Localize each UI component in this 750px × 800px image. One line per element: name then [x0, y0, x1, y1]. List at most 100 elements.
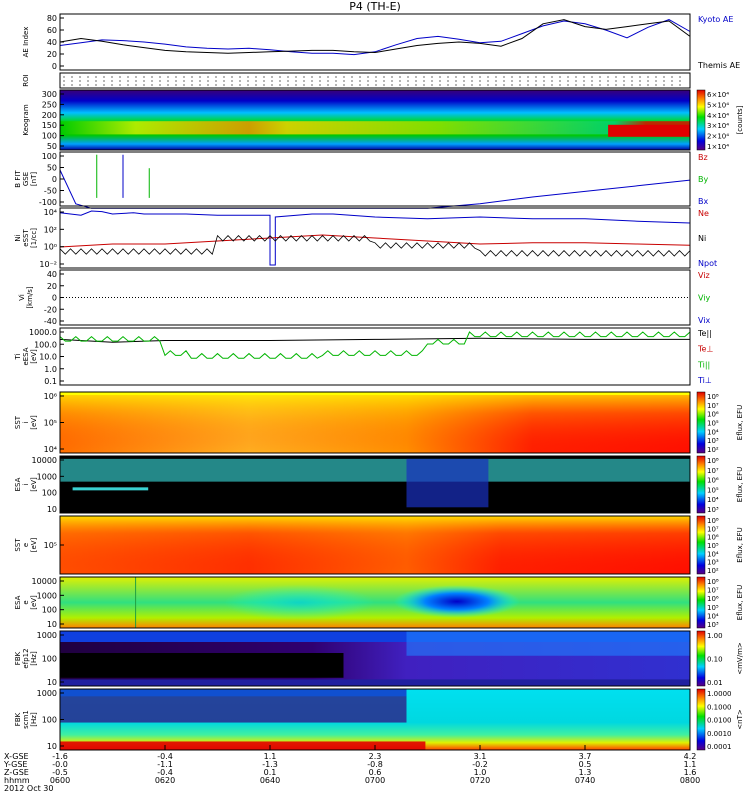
fbk-e-top-band: [60, 631, 690, 642]
series-ti-par: [59, 331, 691, 359]
colorbar-label: Eflux, EFU: [736, 527, 744, 562]
roi-dot: [359, 76, 361, 78]
roi-dot: [511, 76, 513, 78]
roi-dot: [391, 76, 393, 78]
roi-dot: [95, 80, 97, 82]
roi-dot: [447, 76, 449, 78]
colorbar-tick: 1.0000: [707, 690, 732, 698]
panel-temp: 1000.0 100.0 10.0 1.0 0.1 Ti eESA [eV] Te|| Te⊥ Ti…: [14, 327, 713, 386]
roi-dot: [327, 84, 329, 86]
legend-entry: Ti||: [697, 360, 710, 369]
roi-dot: [615, 84, 617, 86]
date-label: 2012 Oct 30: [4, 784, 53, 793]
roi-dot: [543, 76, 545, 78]
roi-dot: [495, 76, 497, 78]
colorbar-tick: 10⁶: [707, 411, 719, 419]
colorbar-tick: 5×10⁴: [707, 101, 729, 109]
ephemeris-value: 4.2: [684, 752, 697, 761]
roi-dot: [271, 80, 273, 82]
colorbar-tick: 10⁴: [707, 612, 719, 620]
roi-dot: [583, 80, 585, 82]
roi-dot: [295, 76, 297, 78]
colorbar-tick: 10⁴: [707, 550, 719, 558]
roi-dot: [343, 84, 345, 86]
roi-dot: [87, 84, 89, 86]
roi-dot: [503, 84, 505, 86]
roi-dot: [383, 80, 385, 82]
series-ni: [59, 234, 691, 257]
roi-dot: [359, 80, 361, 82]
ytick-label: 250: [42, 100, 57, 109]
ylabel-line: Vi: [18, 294, 26, 301]
roi-dot: [215, 84, 217, 86]
roi-dot: [431, 84, 433, 86]
roi-dot: [455, 84, 457, 86]
ytick-label: 10: [47, 620, 57, 629]
roi-dot: [255, 76, 257, 78]
roi-dot: [95, 76, 97, 78]
ytick-label: 20: [47, 50, 57, 59]
roi-dot: [439, 84, 441, 86]
roi-dot: [119, 84, 121, 86]
roi-dot: [519, 76, 521, 78]
ylabel-line: scm1: [22, 710, 30, 729]
ylabel-line: eSST: [22, 229, 30, 247]
ephemeris-value: -1.6: [52, 752, 68, 761]
colorbar-tick: 2×10⁴: [707, 133, 729, 141]
roi-dot: [223, 76, 225, 78]
ytick-label: 1000: [37, 591, 57, 600]
fbk-b-red-band: [60, 741, 426, 750]
roi-dot: [63, 76, 65, 78]
ephemeris-value: -0.0: [52, 760, 68, 769]
ylabel-line: GSE: [22, 172, 30, 186]
roi-dot: [607, 76, 609, 78]
ytick-label: 60: [47, 26, 57, 35]
roi-dot: [199, 76, 201, 78]
roi-dot: [415, 80, 417, 82]
roi-dot: [615, 80, 617, 82]
roi-dot: [143, 84, 145, 86]
colorbar-tick: 0.0001: [707, 743, 732, 751]
roi-dot: [127, 84, 129, 86]
roi-dot: [183, 76, 185, 78]
ytick-label: 1000: [37, 472, 57, 481]
ytick-label: 10²: [44, 225, 57, 234]
roi-dot: [199, 80, 201, 82]
roi-dot: [319, 84, 321, 86]
ephemeris-value: 0.5: [579, 760, 592, 769]
roi-dot: [207, 84, 209, 86]
roi-dot: [239, 76, 241, 78]
roi-dot: [247, 80, 249, 82]
roi-dot: [439, 76, 441, 78]
ylabel-line: ROI: [22, 74, 30, 86]
roi-dot: [311, 80, 313, 82]
roi-dot: [503, 80, 505, 82]
series-themis-ae: [59, 19, 691, 54]
colorbar-tick: 10²: [707, 446, 719, 454]
roi-dot: [207, 80, 209, 82]
roi-dot: [575, 80, 577, 82]
roi-dot: [647, 84, 649, 86]
roi-dot: [503, 76, 505, 78]
colorbar-tick: 10⁷: [707, 587, 719, 595]
ytick-label: 200: [42, 111, 57, 120]
colorbar-tick: 0.01: [707, 679, 723, 687]
ytick-label: 1000: [37, 631, 57, 640]
roi-dot: [247, 84, 249, 86]
roi-dot: [655, 80, 657, 82]
ylabel-line: FBK: [14, 651, 22, 665]
roi-dot: [231, 84, 233, 86]
roi-dot: [159, 76, 161, 78]
ytick-label: 40: [47, 38, 57, 47]
ephemeris-value: -1.3: [262, 760, 278, 769]
ytick-label: 50: [47, 142, 57, 151]
ytick-label: 10⁴: [44, 445, 57, 454]
roi-dot: [623, 80, 625, 82]
panel-frame: [59, 207, 691, 269]
colorbar-label: <nT>: [736, 709, 744, 730]
roi-dot: [551, 76, 553, 78]
roi-dot: [359, 84, 361, 86]
roi-dot: [463, 80, 465, 82]
roi-dot: [463, 84, 465, 86]
